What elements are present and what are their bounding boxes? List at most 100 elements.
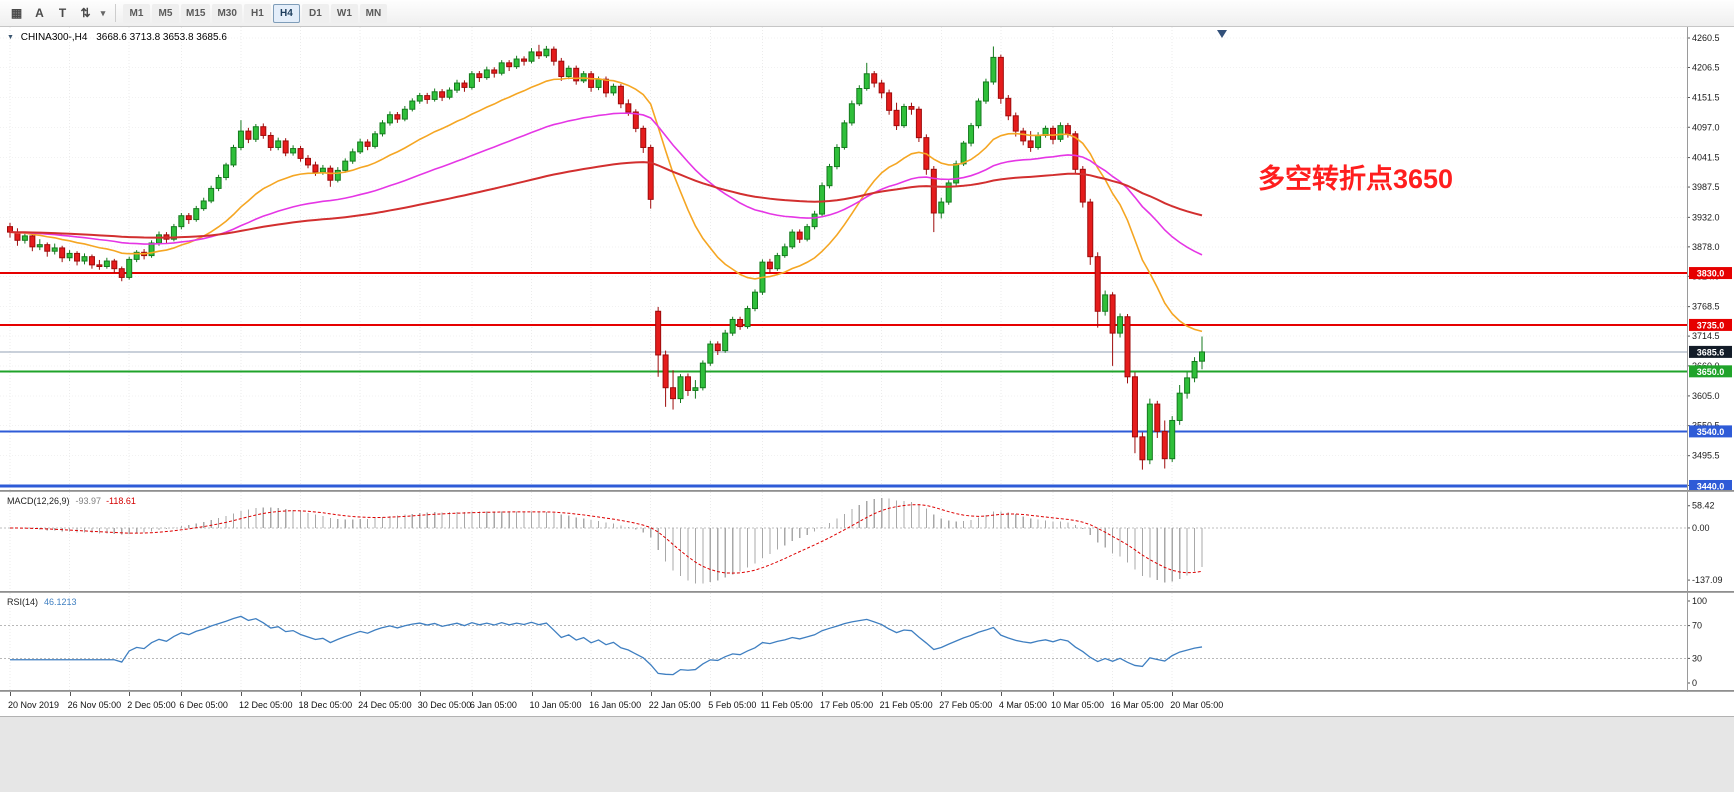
tools-dropdown-chevron-icon[interactable]: ▾ <box>97 3 109 23</box>
svg-text:3540.0: 3540.0 <box>1697 427 1725 437</box>
time-axis-tick <box>240 692 242 696</box>
time-axis-label: 5 Feb 05:00 <box>708 700 757 710</box>
price-level-badge <box>1689 267 1732 280</box>
macd-axis-label: 58.42 <box>1692 501 1715 511</box>
time-axis-tick <box>471 692 473 696</box>
rsi-name: RSI(14) <box>7 597 39 607</box>
time-axis-tick <box>650 692 652 696</box>
time-axis-label: 16 Jan 05:00 <box>589 700 642 710</box>
time-axis-tick <box>762 692 764 696</box>
macd-histogram <box>16 498 1203 584</box>
price-axis-label: 4260.5 <box>1692 33 1720 43</box>
time-axis-tick <box>129 692 131 696</box>
timeframe-w1-button[interactable]: W1 <box>330 3 358 23</box>
price-axis-label: 3605.0 <box>1692 391 1720 401</box>
time-axis-tick <box>1172 692 1174 696</box>
price-axis-divider <box>1687 27 1688 716</box>
charts-grid-icon[interactable]: ▦ <box>5 3 28 23</box>
time-axis-tick <box>591 692 593 696</box>
rsi-pane[interactable]: 100 70 30 0 <box>0 593 1734 690</box>
time-axis-tick <box>881 692 883 696</box>
time-axis-label: 6 Jan 05:00 <box>469 700 517 710</box>
time-axis-label: 12 Dec 05:00 <box>238 700 293 710</box>
price-axis[interactable]: 4260.5 4206.5 4151.5 4097.0 4041.5 3987.5 3932… <box>1687 33 1732 490</box>
macd-axis-label: 0.00 <box>1692 523 1710 533</box>
timeframe-m30-button[interactable]: M30 <box>212 3 242 23</box>
chart-collapse-icon: ▼ <box>7 34 14 41</box>
time-axis-label: 21 Feb 05:00 <box>879 700 933 710</box>
time-axis-label: 26 Nov 05:00 <box>67 700 122 710</box>
time-axis-tick <box>1112 692 1114 696</box>
timeframe-h4-button[interactable]: H4 <box>272 3 300 23</box>
time-axis-label: 20 Nov 2019 <box>8 700 60 710</box>
horizontal-level-lines <box>0 272 1687 488</box>
price-axis-label: 3878.0 <box>1692 242 1720 252</box>
time-axis-label: 6 Dec 05:00 <box>179 700 228 710</box>
macd-signal-value: -118.61 <box>106 496 136 506</box>
time-axis-label: 22 Jan 05:00 <box>648 700 701 710</box>
macd-signal-line <box>9 504 1203 574</box>
timeframe-mn-button[interactable]: MN <box>359 3 387 23</box>
price-level-badge <box>1689 318 1732 331</box>
ma-line-21 <box>9 77 1203 333</box>
ma-line-140 <box>9 161 1203 239</box>
time-axis-label: 16 Mar 05:00 <box>1110 700 1164 710</box>
price-axis-label: 3495.5 <box>1692 451 1720 461</box>
macd-main-value: -93.97 <box>75 496 102 506</box>
price-level-badge <box>1689 479 1732 490</box>
price-level-badge <box>1689 425 1732 438</box>
timeframe-m15-button[interactable]: M15 <box>181 3 211 23</box>
pane-resize-handle[interactable] <box>0 490 1734 492</box>
price-axis-label: 4151.5 <box>1692 93 1720 103</box>
rsi-axis-label: 70 <box>1692 621 1702 631</box>
price-axis-label: 3932.0 <box>1692 212 1720 222</box>
macd-grid <box>0 492 1687 591</box>
time-axis-label: 24 Dec 05:00 <box>358 700 412 710</box>
time-axis-label: 10 Mar 05:00 <box>1051 700 1105 710</box>
svg-text:3440.0: 3440.0 <box>1697 481 1725 490</box>
macd-pane[interactable]: 58.42 0.00 -137.09 <box>0 492 1734 591</box>
timeframe-d1-button[interactable]: D1 <box>301 3 329 23</box>
pane-resize-handle[interactable] <box>0 690 1734 692</box>
price-pane[interactable]: 4260.5 4206.5 4151.5 4097.0 4041.5 3987.5 3932… <box>0 27 1734 490</box>
rsi-axis[interactable]: 100 70 30 0 <box>1687 596 1707 688</box>
macd-indicator-label: MACD(12,26,9) -93.97 -118.61 <box>7 496 136 506</box>
time-axis-tick <box>1000 692 1002 696</box>
annotation-text: 多空转折点3650 <box>1258 164 1454 194</box>
rsi-indicator-label: RSI(14) 46.1213 <box>7 597 77 607</box>
time-axis-tick <box>419 692 421 696</box>
arrows-tool-button[interactable]: ⇅ <box>74 3 97 23</box>
timeframe-h1-button[interactable]: H1 <box>243 3 271 23</box>
chart-title: ▼ CHINA300-,H4 3668.6 3713.8 3653.8 3685… <box>7 32 227 43</box>
price-axis-label: 3987.5 <box>1692 182 1720 192</box>
time-axis-tick <box>181 692 183 696</box>
cursor-tool-button[interactable]: A <box>28 3 51 23</box>
price-axis-label: 4097.0 <box>1692 122 1720 132</box>
time-axis-tick <box>710 692 712 696</box>
time-axis-tick <box>822 692 824 696</box>
rsi-axis-label: 30 <box>1692 653 1702 663</box>
price-level-badge <box>1689 365 1732 378</box>
timeframe-m5-button[interactable]: M5 <box>152 3 179 23</box>
time-axis[interactable]: 20 Nov 2019 26 Nov 05:00 2 Dec 05:00 6 Dec … <box>0 692 1734 716</box>
macd-axis[interactable]: 58.42 0.00 -137.09 <box>1687 501 1723 585</box>
ma-line-55 <box>9 112 1203 256</box>
time-axis-label: 2 Dec 05:00 <box>127 700 176 710</box>
time-axis-tick <box>300 692 302 696</box>
toolbar: ▦ A T ⇅ ▾ M1 M5 M15 M30 H1 H4 D1 W1 MN <box>0 0 1734 27</box>
time-axis-tick <box>10 692 11 696</box>
current-price-badge <box>1689 345 1732 358</box>
pane-resize-handle[interactable] <box>0 591 1734 593</box>
time-axis-label: 11 Feb 05:00 <box>760 700 813 710</box>
rsi-axis-label: 0 <box>1692 678 1697 688</box>
chart-window[interactable]: 4260.5 4206.5 4151.5 4097.0 4041.5 3987.5 3932… <box>0 27 1734 716</box>
time-axis-tick <box>1053 692 1054 696</box>
price-axis-label: 4041.5 <box>1692 153 1720 163</box>
time-axis-tick <box>360 692 362 696</box>
price-grid <box>0 27 1687 490</box>
time-axis-label: 10 Jan 05:00 <box>529 700 582 710</box>
price-axis-label: 4206.5 <box>1692 62 1720 72</box>
toolbar-separator <box>115 4 116 22</box>
timeframe-m1-button[interactable]: M1 <box>123 3 150 23</box>
text-tool-button[interactable]: T <box>51 3 74 23</box>
